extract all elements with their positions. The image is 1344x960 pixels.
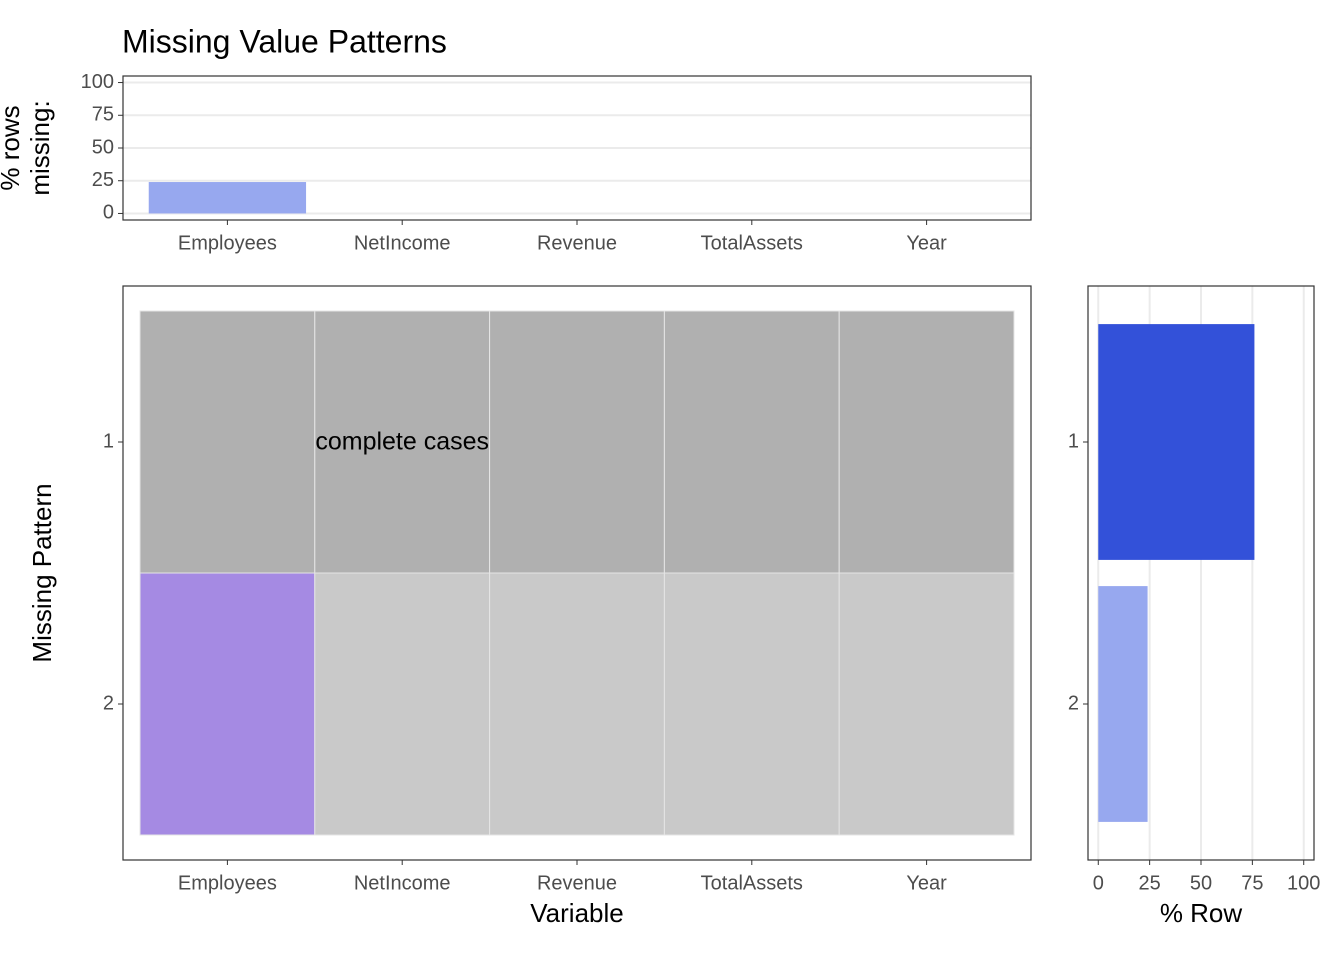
heat-cell [838, 310, 1015, 574]
heat-cell [663, 310, 840, 574]
x-axis-label: Variable [530, 898, 623, 928]
y-tick-label: 100 [81, 71, 114, 93]
heat-cell [314, 572, 491, 836]
bar [148, 182, 307, 214]
x-axis-label: % Row [1160, 898, 1243, 928]
y-tick-label: 0 [103, 202, 114, 224]
heat-cell [663, 572, 840, 836]
y-tick-label: 50 [92, 136, 114, 158]
y-axis-label: missing: [25, 100, 55, 195]
panel-border [122, 75, 1032, 221]
y-axis-label: % rows [0, 105, 25, 190]
x-tick-label: 75 [1241, 872, 1263, 894]
y-tick-label: 2 [1068, 692, 1079, 714]
x-tick-label: Revenue [537, 232, 617, 254]
y-tick-label: 1 [103, 430, 114, 452]
annotation: complete cases [315, 428, 489, 456]
heat-cell [489, 310, 665, 574]
x-tick-label: 0 [1093, 872, 1104, 894]
heat-cell [838, 572, 1015, 836]
y-tick-label: 25 [92, 169, 114, 191]
heat-cell [139, 310, 316, 574]
panel-border [122, 285, 1032, 861]
x-tick-label: Revenue [537, 872, 617, 894]
x-tick-label: 25 [1139, 872, 1161, 894]
x-tick-label: TotalAssets [701, 232, 803, 254]
bar [1098, 586, 1148, 822]
y-axis-label: Missing Pattern [27, 483, 57, 662]
panel-border [1087, 285, 1315, 861]
x-tick-label: TotalAssets [701, 872, 803, 894]
x-tick-label: Employees [178, 872, 277, 894]
x-tick-label: 100 [1287, 872, 1320, 894]
y-tick-label: 2 [103, 692, 114, 714]
chart-title: Missing Value Patterns [122, 23, 447, 59]
x-tick-label: NetIncome [354, 872, 451, 894]
x-tick-label: Employees [178, 232, 277, 254]
heat-cell [489, 572, 665, 836]
y-tick-label: 1 [1068, 430, 1079, 452]
x-tick-label: Year [906, 232, 947, 254]
x-tick-label: NetIncome [354, 232, 451, 254]
x-tick-label: 50 [1190, 872, 1212, 894]
bar [1098, 324, 1255, 560]
x-tick-label: Year [906, 872, 947, 894]
heat-cell [139, 572, 316, 836]
y-tick-label: 75 [92, 104, 114, 126]
